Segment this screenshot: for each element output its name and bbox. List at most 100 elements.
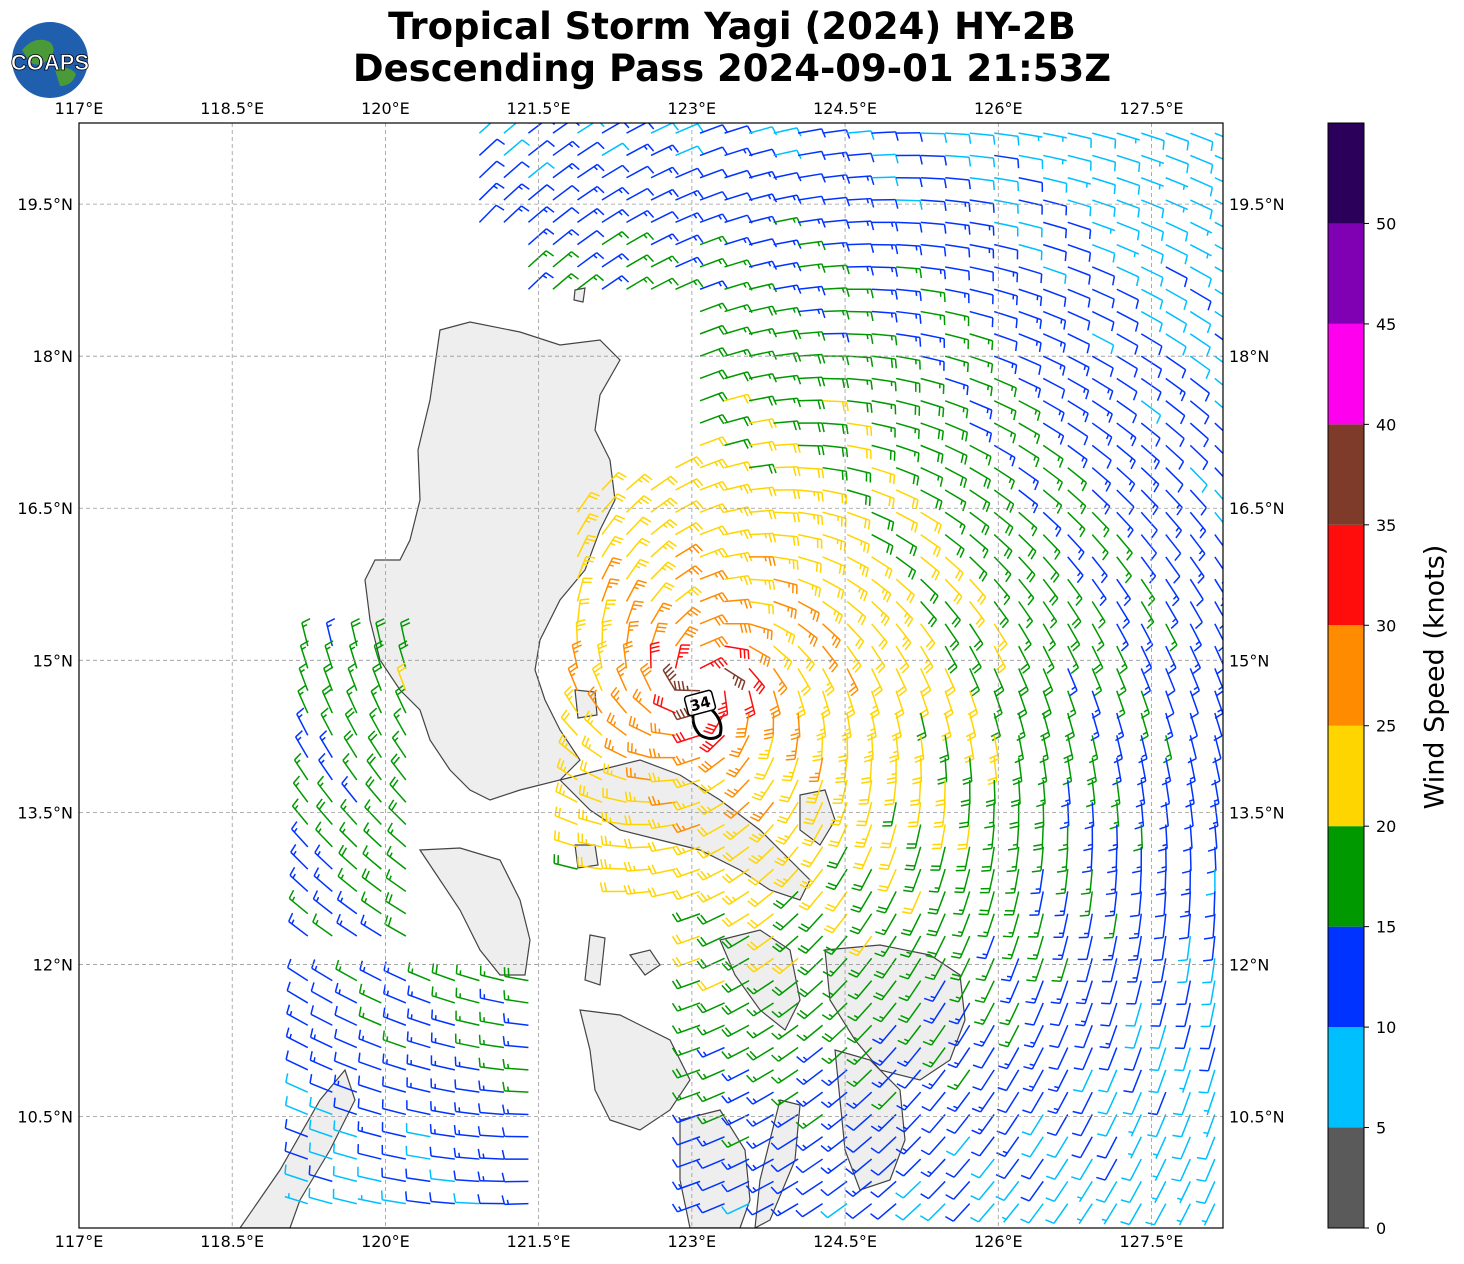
wind-barb <box>1214 333 1223 341</box>
wind-barb <box>795 1069 824 1086</box>
wind-barb <box>846 556 870 578</box>
colorbar-segment <box>1328 926 1364 1028</box>
lat-tick-label-right: 16.5°N <box>1229 499 1285 518</box>
wind-barb <box>852 846 873 870</box>
wind-barb <box>895 556 917 580</box>
wind-barb <box>895 645 910 674</box>
wind-barb <box>1108 824 1119 852</box>
wind-barb <box>648 772 676 783</box>
wind-barb <box>997 1069 1020 1092</box>
wind-barb <box>1075 1002 1093 1027</box>
wind-barb <box>1199 1025 1216 1050</box>
wind-barb <box>1214 266 1223 273</box>
wind-barb <box>1091 601 1106 629</box>
wind-barb <box>1165 243 1189 265</box>
wind-barb <box>907 802 922 828</box>
babuyan-island <box>573 287 586 303</box>
wind-barb <box>675 278 704 290</box>
wind-barb <box>624 815 652 826</box>
wind-barb <box>771 980 799 996</box>
wind-barb <box>1214 377 1223 387</box>
wind-barb <box>296 707 309 736</box>
wind-barb <box>309 1096 333 1116</box>
wind-barb <box>626 209 655 224</box>
wind-barb <box>920 623 936 651</box>
wind-barb <box>289 866 309 892</box>
wind-barb <box>576 513 599 535</box>
wind-barb <box>1151 980 1167 1005</box>
wind-barb <box>944 467 968 488</box>
wind-barb <box>1159 802 1169 830</box>
wind-barb <box>1042 400 1065 422</box>
colorbar-segment <box>1328 223 1364 324</box>
wind-barb <box>1214 199 1223 205</box>
wind-barb <box>721 935 750 949</box>
wind-barb <box>1188 712 1198 742</box>
wind-barb <box>1140 422 1161 447</box>
wind-barb <box>606 712 627 736</box>
wind-barb <box>1058 824 1069 852</box>
wind-barb <box>748 170 778 181</box>
wind-barb <box>773 623 796 645</box>
wind-barb <box>478 1034 505 1049</box>
wind-barb <box>748 623 773 641</box>
wind-barb <box>722 846 750 862</box>
wind-barb <box>920 1203 946 1222</box>
colorbar-tick-label: 35 <box>1376 516 1396 535</box>
wind-barb <box>1212 735 1222 764</box>
wind-barb <box>971 1114 995 1135</box>
wind-barb <box>1189 511 1207 539</box>
wind-barb <box>1202 958 1216 984</box>
wind-barb <box>1177 958 1192 984</box>
wind-barb <box>357 1121 382 1138</box>
wind-barb <box>1027 935 1044 960</box>
wind-barb <box>1175 1002 1192 1028</box>
wind-barb <box>729 734 750 758</box>
wind-barb <box>822 264 850 275</box>
wind-barb <box>391 730 407 759</box>
wind-barb <box>920 601 938 628</box>
wind-barb <box>626 143 655 157</box>
wind-barb <box>846 1024 873 1044</box>
wind-barb <box>1029 891 1044 916</box>
wind-barb <box>675 123 704 134</box>
wind-barb <box>671 867 701 878</box>
wind-barb <box>955 846 971 872</box>
wind-barb <box>1076 1203 1093 1225</box>
wind-barb <box>944 422 969 442</box>
wind-barb <box>1096 1136 1118 1159</box>
wind-barb <box>822 287 850 297</box>
wind-barb <box>453 1124 480 1138</box>
wind-barb <box>920 310 946 325</box>
wind-barb <box>993 511 1014 536</box>
wind-barb <box>721 979 750 993</box>
wind-barb <box>1165 199 1189 213</box>
wind-barb <box>1071 1158 1093 1181</box>
wind-barb <box>1018 221 1043 238</box>
wind-barb <box>823 913 848 934</box>
wind-barb <box>1043 132 1067 142</box>
wind-barb <box>994 266 1019 283</box>
wind-barb <box>600 835 627 848</box>
wind-barb <box>969 333 994 351</box>
wind-barb <box>343 730 358 759</box>
wind-barb <box>899 957 922 980</box>
wind-barb <box>922 1047 946 1068</box>
wind-barb <box>578 808 603 826</box>
wind-barb <box>650 722 676 737</box>
wind-barb <box>920 176 947 189</box>
wind-barb <box>1172 1091 1192 1116</box>
wind-barb <box>1165 534 1182 562</box>
wind-barb <box>822 309 850 320</box>
wind-barb <box>601 811 627 826</box>
wind-barb <box>1005 868 1020 894</box>
wind-barb <box>1018 601 1034 629</box>
lat-tick-label-right: 18°N <box>1229 347 1269 366</box>
wind-barb <box>1018 266 1043 284</box>
wind-barb <box>315 821 333 848</box>
colorbar-tick-label: 10 <box>1376 1018 1396 1037</box>
wind-barb <box>527 184 555 201</box>
wind-barb <box>381 1099 407 1116</box>
wind-barb <box>820 1091 848 1109</box>
